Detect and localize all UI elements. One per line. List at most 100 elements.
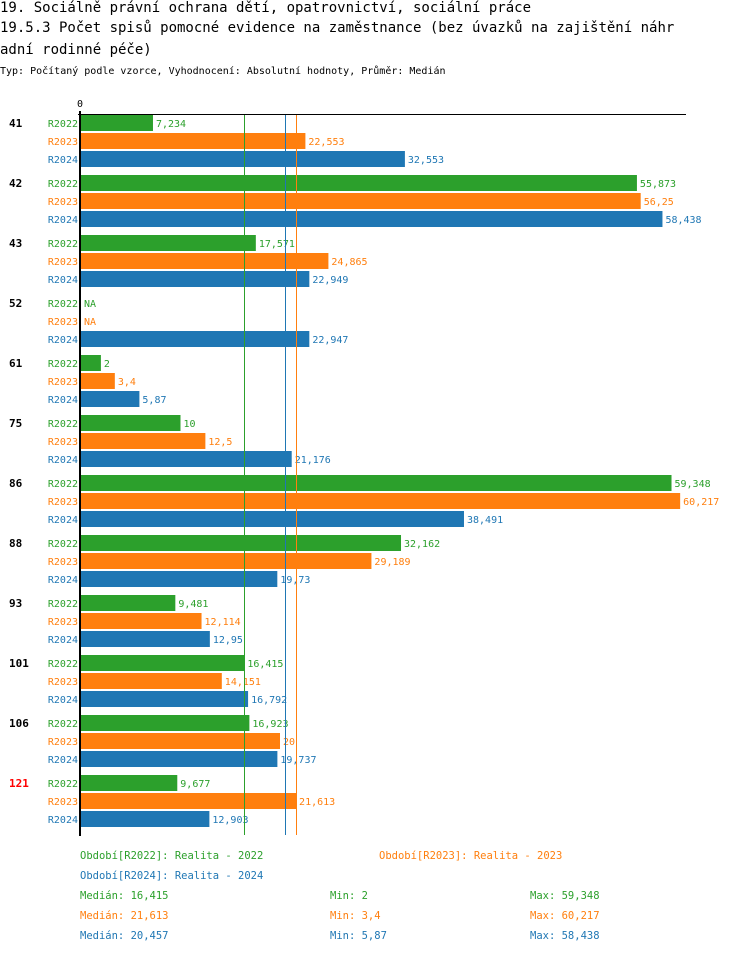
series-label: R2023: [48, 137, 78, 148]
bar: [81, 571, 278, 587]
bar: [81, 235, 256, 251]
series-label: R2023: [48, 257, 78, 268]
series-label: R2022: [48, 599, 78, 610]
bar: [81, 655, 245, 671]
data-label: 2: [104, 359, 110, 370]
bar: [81, 673, 222, 689]
series-label: R2022: [48, 419, 78, 430]
data-label: 32,553: [408, 155, 444, 166]
stat-min: Min: 5,87: [330, 930, 387, 942]
series-label: R2023: [48, 317, 78, 328]
stat-median: Medián: 16,415: [80, 890, 169, 902]
category-label: 88: [9, 537, 22, 550]
series-label: R2023: [48, 437, 78, 448]
data-label: 21,613: [299, 797, 335, 808]
bar: [81, 493, 681, 509]
data-label: 60,217: [683, 497, 719, 508]
data-label: 10: [184, 419, 196, 430]
series-label: R2022: [48, 179, 78, 190]
legend-item: Období[R2024]: Realita - 2024: [80, 870, 264, 882]
series-label: R2022: [48, 539, 78, 550]
data-label: 12,5: [208, 437, 232, 448]
chart-section-title: 19. Sociálně právní ochrana dětí, opatro…: [0, 0, 532, 16]
series-label: R2022: [48, 239, 78, 250]
series-label: R2023: [48, 797, 78, 808]
series-label: R2024: [48, 455, 78, 466]
bar: [81, 133, 306, 149]
series-label: R2023: [48, 557, 78, 568]
series-label: R2024: [48, 635, 78, 646]
category-label: 42: [9, 177, 22, 190]
bar: [81, 433, 206, 449]
series-label: R2023: [48, 377, 78, 388]
data-label: 16,415: [247, 659, 283, 670]
data-label: NA: [84, 317, 96, 328]
data-label: 9,677: [180, 779, 210, 790]
bar: [81, 331, 310, 347]
stat-median: Medián: 21,613: [80, 910, 169, 922]
series-label: R2022: [48, 479, 78, 490]
bar: [81, 415, 181, 431]
bar: [81, 355, 101, 371]
bar: [81, 175, 637, 191]
bar: [81, 751, 278, 767]
data-label: 12,903: [212, 815, 248, 826]
category-label: 101: [9, 657, 29, 670]
data-label: 24,865: [331, 257, 367, 268]
series-label: R2024: [48, 815, 78, 826]
data-label: 3,4: [118, 377, 136, 388]
series-label: R2023: [48, 677, 78, 688]
data-label: 16,792: [251, 695, 287, 706]
stat-max: Max: 58,438: [530, 930, 600, 942]
data-label: 12,114: [205, 617, 241, 628]
data-label: 55,873: [640, 179, 676, 190]
data-label: 20: [283, 737, 295, 748]
data-label: 22,553: [308, 137, 344, 148]
data-label: 29,189: [374, 557, 410, 568]
stat-max: Max: 59,348: [530, 890, 600, 902]
bar: [81, 115, 153, 131]
category-label: 61: [9, 357, 23, 370]
series-label: R2023: [48, 497, 78, 508]
chart-title-line2: adní rodinné péče): [0, 42, 152, 58]
data-label: 59,348: [675, 479, 711, 490]
series-label: R2022: [48, 119, 78, 130]
series-label: R2024: [48, 275, 78, 286]
data-label: 21,176: [295, 455, 331, 466]
data-label: 32,162: [404, 539, 440, 550]
bar: [81, 553, 372, 569]
data-label: 38,491: [467, 515, 503, 526]
legend-item: Období[R2023]: Realita - 2023: [379, 850, 563, 862]
series-label: R2024: [48, 215, 78, 226]
bar: [81, 151, 405, 167]
bar: [81, 715, 250, 731]
x-tick-label: 0: [77, 99, 83, 110]
series-label: R2024: [48, 335, 78, 346]
series-label: R2022: [48, 359, 78, 370]
bar: [81, 793, 297, 809]
data-label: 19,73: [280, 575, 310, 586]
series-label: R2024: [48, 755, 78, 766]
series-label: R2023: [48, 617, 78, 628]
series-label: R2024: [48, 395, 78, 406]
bar: [81, 373, 115, 389]
bar: [81, 535, 402, 551]
data-label: 19,737: [280, 755, 316, 766]
series-label: R2022: [48, 299, 78, 310]
category-label: 106: [9, 717, 29, 730]
series-label: R2023: [48, 197, 78, 208]
series-label: R2024: [48, 155, 78, 166]
series-label: R2024: [48, 575, 78, 586]
bar: [81, 253, 329, 269]
bar: [81, 775, 178, 791]
data-label: 22,947: [312, 335, 348, 346]
stat-min: Min: 3,4: [330, 910, 381, 922]
bar: [81, 691, 249, 707]
series-label: R2022: [48, 719, 78, 730]
data-label: 16,923: [252, 719, 288, 730]
data-label: 7,234: [156, 119, 186, 130]
legend-item: Období[R2022]: Realita - 2022: [80, 850, 264, 862]
data-label: 14,151: [225, 677, 261, 688]
stat-median: Medián: 20,457: [80, 930, 169, 942]
